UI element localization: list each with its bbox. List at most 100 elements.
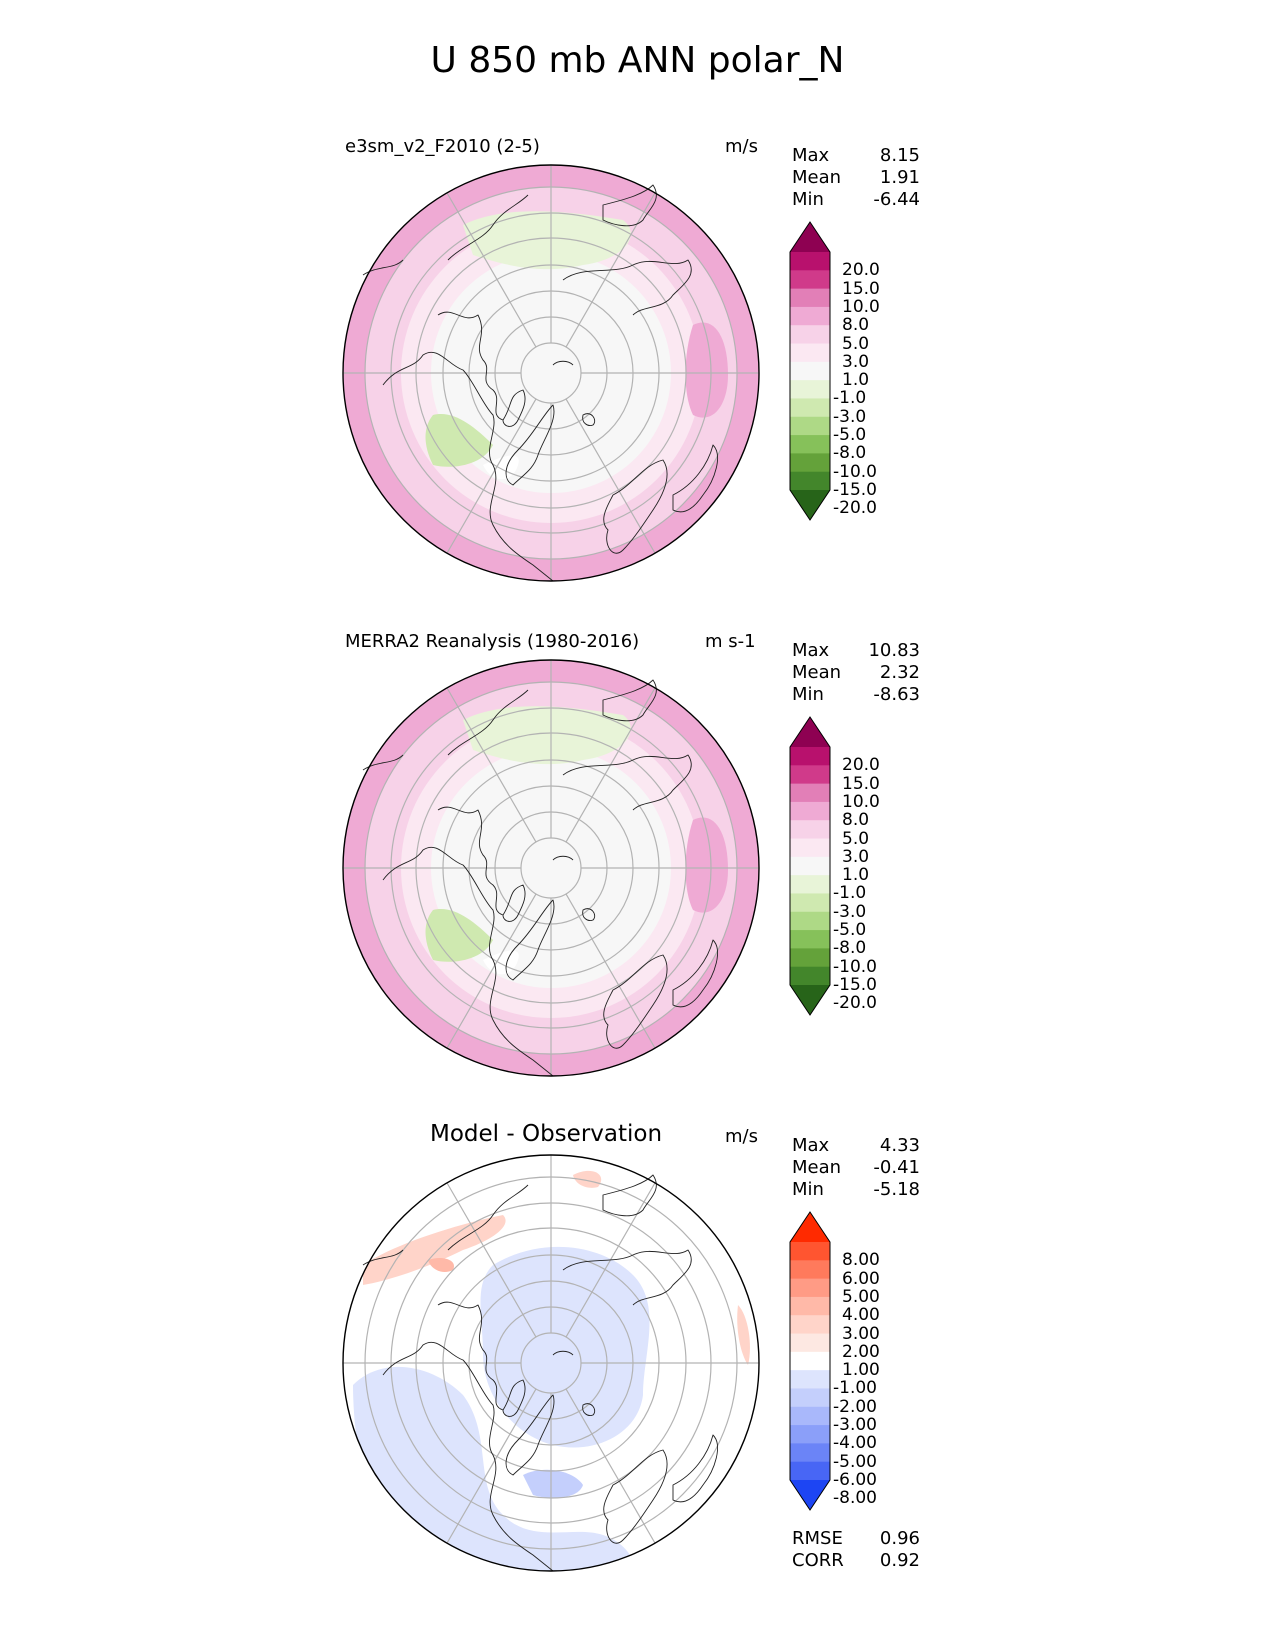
panel-units-reference: m s-1	[705, 631, 756, 652]
coastline	[552, 855, 574, 861]
colorbar-tick-label: -4.00	[833, 1433, 877, 1454]
colorbar-tick-label: 20.0	[842, 260, 880, 281]
colorbar-band	[790, 306, 830, 326]
colorbar-tick-label: -15.0	[833, 480, 877, 500]
colorbar-tick-label: -8.0	[833, 938, 867, 959]
colorbar-tick-label: 5.0	[842, 333, 870, 354]
contour-field	[343, 660, 759, 1076]
coastline	[582, 413, 596, 426]
meridian-line	[446, 1182, 537, 1338]
colorbar-tick-label: -5.00	[833, 1451, 877, 1472]
stat-label: Max	[792, 1135, 830, 1156]
colorbar-band	[790, 1333, 830, 1353]
colorbar-tick-label: -1.0	[833, 883, 867, 904]
coastline	[602, 184, 657, 227]
contour-region-negative	[480, 1246, 650, 1448]
colorbar-band	[790, 765, 830, 785]
colorbar-outline	[789, 716, 831, 1016]
colorbar-tick-label: -15.0	[833, 975, 877, 995]
coastline	[672, 939, 718, 1008]
colorbar-reference	[789, 716, 831, 1016]
coastline	[362, 259, 404, 276]
polar-map-test	[342, 164, 760, 582]
polar-map-diff	[342, 1154, 760, 1572]
contour-region-positive	[737, 1305, 750, 1365]
colorbar-band	[790, 911, 830, 931]
colorbar-tick-label: -3.0	[833, 901, 867, 922]
stat-value: 1.91	[879, 167, 920, 188]
colorbar-band	[790, 380, 830, 399]
coastline	[437, 1301, 504, 1411]
colorbar-band	[790, 783, 830, 803]
colorbar-tick-label: 15.0	[842, 773, 880, 794]
meridian-line	[565, 398, 656, 554]
panel-title-test: e3sm_v2_F2010 (2-5)	[345, 136, 540, 157]
colorbar-tick-label: 5.00	[842, 1286, 880, 1307]
contour-region-positive	[383, 175, 493, 245]
panel-units-test: m/s	[725, 136, 758, 157]
colorbar-tick-label: -10.0	[833, 956, 877, 977]
colorbar-tick-label: -6.00	[833, 1470, 877, 1490]
stat-label: Min	[792, 684, 824, 705]
colorbar-extend-top	[790, 222, 830, 252]
coastline	[602, 679, 657, 722]
colorbar-extend-top	[790, 717, 830, 747]
contour-region-positive	[573, 1170, 602, 1188]
colorbar-tick-label: -20.0	[833, 993, 877, 1014]
colorbar-band	[790, 1315, 830, 1335]
colorbar-band	[790, 820, 830, 840]
colorbar-tick-label: -3.0	[833, 406, 867, 427]
meridian-line	[446, 687, 537, 843]
coastline	[437, 806, 504, 916]
colorbar-tick-label: 1.0	[842, 370, 870, 391]
coastline	[672, 444, 718, 513]
stat-label: RMSE	[792, 1528, 843, 1549]
contour-region-positive	[363, 1215, 506, 1285]
colorbar-tick-label: -5.0	[833, 425, 867, 446]
meridian-line	[446, 893, 537, 1049]
colorbar-tick-label: 3.00	[842, 1323, 880, 1344]
stat-label: Mean	[792, 1157, 842, 1178]
graticule	[343, 165, 759, 581]
colorbar-band	[790, 1425, 830, 1444]
coastline	[552, 1350, 574, 1356]
colorbar-tick-label: 2.00	[842, 1341, 880, 1362]
meridian-line	[446, 398, 537, 554]
colorbar-band	[790, 435, 830, 454]
colorbar-band	[790, 838, 830, 858]
colorbar-tick-label: -8.0	[833, 443, 867, 464]
colorbar-band	[790, 252, 830, 271]
polar-map-reference	[342, 659, 760, 1077]
contour-region-positive	[685, 817, 728, 913]
coastline	[505, 899, 555, 981]
coastline	[382, 846, 554, 1077]
colorbar-tick-label: 3.0	[842, 846, 870, 867]
colorbar-tick-label: 1.0	[842, 865, 870, 886]
stat-value: -5.18	[873, 1179, 920, 1200]
colorbar-band	[790, 1461, 830, 1481]
colorbar-tick-label: 10.0	[842, 791, 880, 812]
stats-block-reference: Max 10.83 Mean 2.32 Min -8.63	[792, 640, 920, 706]
stats-block-diff: Max 4.33 Mean -0.41 Min -5.18	[792, 1135, 920, 1201]
colorbar-extend-bottom	[790, 1480, 830, 1510]
colorbar-tick-label: 4.00	[842, 1305, 880, 1326]
stat-value: -8.63	[873, 684, 920, 705]
colorbar-band	[790, 1260, 830, 1280]
colorbar-band	[790, 270, 830, 290]
stat-label: Max	[792, 640, 830, 661]
coastline	[562, 1249, 692, 1306]
coastline	[447, 1184, 529, 1251]
contour-region-positive	[428, 1258, 454, 1272]
contour-region-negative	[353, 1366, 634, 1571]
coastline	[603, 1449, 668, 1544]
panel-title-reference: MERRA2 Reanalysis (1980-2016)	[345, 631, 640, 652]
contour-region-positive	[685, 322, 728, 418]
colorbar-tick-label: -1.0	[833, 388, 867, 409]
coastline	[362, 754, 404, 771]
map-boundary	[342, 1154, 760, 1572]
meridian-line	[446, 1388, 537, 1544]
coastline	[505, 1394, 555, 1476]
colorbar-extend-top	[790, 1212, 830, 1242]
coastline	[502, 1379, 526, 1417]
coastline	[582, 908, 596, 921]
